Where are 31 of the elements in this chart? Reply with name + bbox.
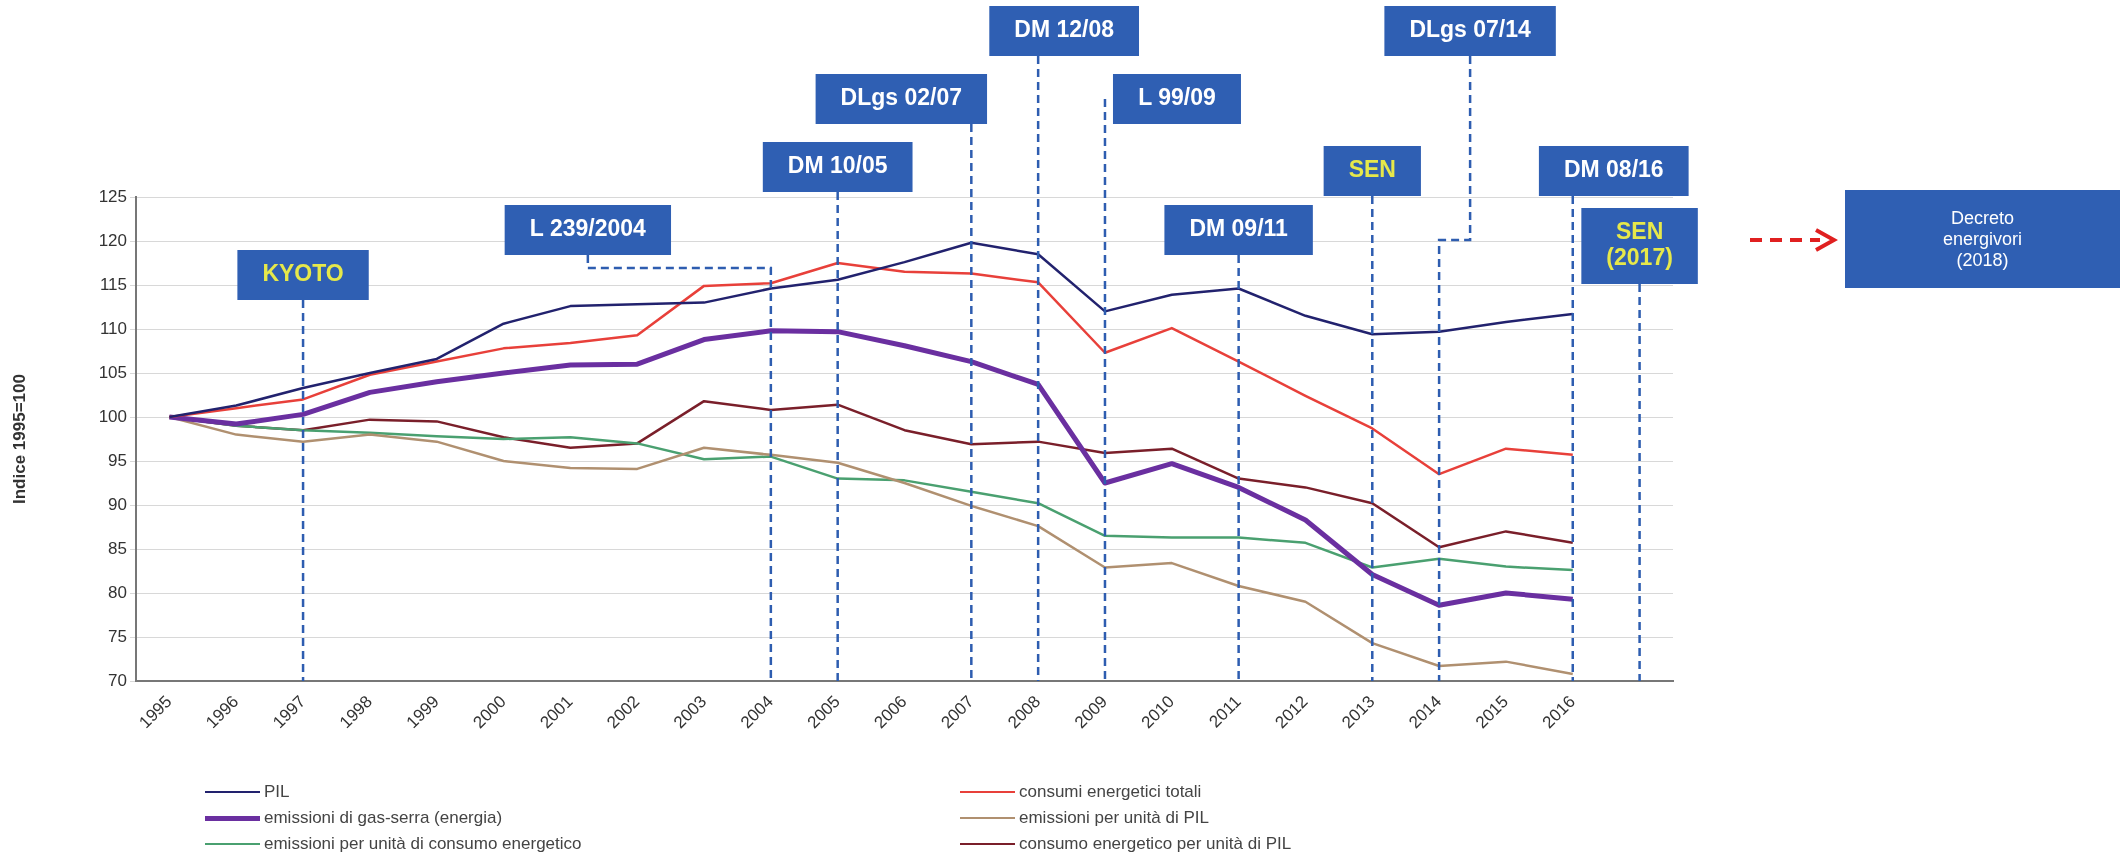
ref-line-label: L 99/09 [1138, 84, 1216, 111]
y-tick-label: 70 [108, 670, 127, 690]
ref-line-label: DM 10/05 [787, 152, 888, 179]
y-tick-label: 75 [108, 626, 127, 646]
y-tick-label: 90 [108, 494, 127, 514]
ref-line-label: DM 08/16 [1563, 156, 1664, 183]
ref-line-label: SEN (2017) [1606, 218, 1673, 271]
y-tick-label: 125 [98, 186, 127, 206]
y-tick-label: 85 [108, 538, 127, 558]
ref-line-label: KYOTO [262, 260, 344, 287]
legend-label: emissioni di gas-serra (energia) [264, 808, 503, 828]
y-axis-title: Indice 1995=100 [9, 374, 29, 504]
y-tick-label: 120 [98, 230, 127, 250]
ref-line-label: DM 12/08 [1014, 16, 1115, 43]
ref-line-label: DLgs 02/07 [840, 84, 963, 111]
y-tick-label: 115 [99, 274, 127, 294]
legend-label: consumo energetico per unità di PIL [1019, 834, 1292, 854]
text: Decreto energivori (2018) [1941, 207, 2023, 271]
y-tick-label: 100 [98, 406, 127, 426]
legend-label: emissioni per unità di consumo energetico [264, 834, 582, 854]
legend-label: emissioni per unità di PIL [1019, 808, 1209, 828]
ref-line-label: SEN [1348, 156, 1396, 183]
legend-label: PIL [264, 782, 290, 802]
ref-line-label: L 239/2004 [529, 215, 647, 242]
y-tick-label: 95 [108, 450, 127, 470]
y-tick-label: 105 [98, 362, 127, 382]
y-tick-label: 80 [108, 582, 127, 602]
ref-line-label: DLgs 07/14 [1409, 16, 1532, 43]
legend-label: consumi energetici totali [1019, 782, 1202, 802]
ref-line-label: DM 09/11 [1189, 215, 1289, 242]
y-tick-label: 110 [99, 318, 127, 338]
